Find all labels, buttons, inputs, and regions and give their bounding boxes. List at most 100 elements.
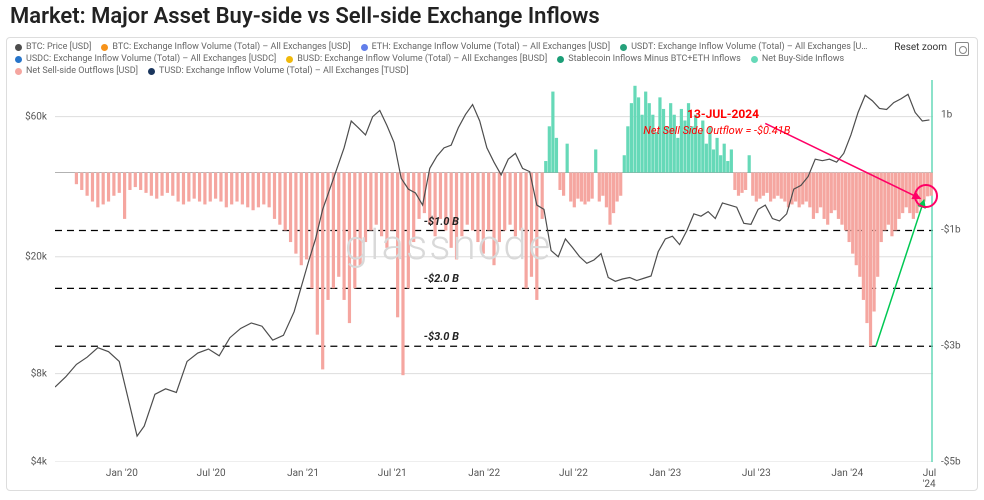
net-sell-bar (166, 173, 169, 193)
legend-label: BTC: Price [USD] (26, 42, 91, 52)
net-sell-bar (812, 173, 815, 219)
camera-icon[interactable] (955, 42, 969, 56)
net-sell-bar (214, 173, 217, 199)
reset-zoom-button[interactable]: Reset zoom (894, 42, 947, 53)
net-sell-bar (112, 173, 115, 196)
net-sell-bar (608, 173, 611, 225)
x-tick: Jul '23 (742, 468, 771, 479)
net-sell-bar (343, 173, 346, 300)
legend-item[interactable]: BTC: Exchange Inflow Volume (Total) – Al… (101, 42, 350, 52)
net-sell-bar (514, 173, 517, 237)
net-buy-bar (680, 109, 683, 173)
net-sell-bar (583, 173, 586, 205)
net-buy-bar (662, 109, 665, 173)
annotation-value: Net Sell Side Outflow = -$0.41B (643, 124, 790, 137)
legend-dot (620, 44, 627, 51)
legend-item[interactable]: Stablecoin Inflows Minus BTC+ETH Inflows (557, 54, 741, 64)
net-sell-bar (257, 173, 260, 208)
net-buy-bar (594, 149, 597, 172)
net-sell-bar (798, 173, 801, 208)
net-sell-bar (182, 173, 185, 205)
net-sell-bar (619, 173, 622, 196)
net-sell-bar (96, 173, 99, 208)
net-sell-bar (128, 173, 131, 190)
net-sell-bar (762, 173, 765, 196)
net-buy-bar (555, 138, 558, 173)
net-sell-bar (369, 173, 372, 231)
net-sell-bar (134, 173, 137, 187)
net-sell-bar (819, 173, 822, 208)
y-right-tick: 1b (941, 109, 952, 120)
net-sell-bar (391, 173, 394, 231)
net-buy-bar (623, 155, 626, 172)
net-buy-bar (712, 149, 715, 172)
legend-item[interactable]: Net Sell-side Outflows [USD] (15, 66, 138, 76)
net-sell-bar (601, 173, 604, 196)
net-sell-bar (801, 173, 804, 205)
legend-item[interactable]: USDT: Exchange Inflow Volume (Total) – A… (620, 42, 867, 52)
x-tick: Jul '24 (923, 468, 936, 490)
x-tick: Jan '21 (287, 468, 319, 479)
net-buy-bar (705, 144, 708, 173)
legend-item[interactable]: USDC: Exchange Inflow Volume (Total) – A… (15, 54, 276, 64)
net-sell-bar (569, 173, 572, 202)
net-sell-bar (751, 173, 754, 196)
legend-bar: BTC: Price [USD] BTC: Exchange Inflow Vol… (7, 38, 977, 80)
net-sell-bar (869, 173, 872, 347)
net-sell-bar (235, 173, 238, 202)
net-sell-bar (353, 173, 356, 289)
net-buy-bar (669, 103, 672, 172)
plot-area[interactable]: glassnode 13-JUL-2024 Net Sell Side Outf… (55, 80, 933, 462)
net-buy-bar (719, 155, 722, 172)
net-sell-bar (616, 173, 619, 202)
net-sell-bar (332, 173, 335, 289)
legend-dot (286, 56, 293, 63)
net-sell-bar (385, 173, 388, 248)
x-tick: Jul '22 (559, 468, 588, 479)
net-sell-bar (755, 173, 758, 202)
legend-item[interactable]: ETH: Exchange Inflow Volume (Total) – Al… (361, 42, 611, 52)
legend-item[interactable]: Net Buy-Side Inflows (751, 54, 844, 64)
net-sell-bar (284, 173, 287, 231)
net-sell-bar (905, 173, 908, 208)
net-sell-bar (321, 173, 324, 370)
net-buy-bar (748, 155, 751, 172)
legend-item[interactable]: BTC: Price [USD] (15, 42, 91, 52)
net-sell-bar (305, 173, 308, 260)
net-buy-bar (551, 92, 554, 173)
legend-label: BTC: Exchange Inflow Volume (Total) – Al… (112, 42, 350, 52)
net-sell-bar (833, 173, 836, 211)
net-sell-bar (562, 173, 565, 196)
net-sell-bar (855, 173, 858, 266)
ref-line-label: -$3.0 B (424, 330, 459, 343)
legend-dot (557, 56, 564, 63)
y-left-tick: $20k (25, 251, 47, 262)
net-sell-bar (758, 173, 761, 199)
net-sell-bar (476, 173, 479, 242)
net-sell-bar (155, 173, 158, 199)
legend-item[interactable]: TUSD: Exchange Inflow Volume (Total) – A… (148, 66, 408, 76)
legend-item[interactable]: BUSD: Exchange Inflow Volume (Total) – A… (286, 54, 547, 64)
net-sell-bar (246, 173, 249, 208)
y-axis-right: 1b-$1b-$3b-$5b (935, 80, 977, 462)
net-buy-bar (544, 161, 547, 173)
legend-label: ETH: Exchange Inflow Volume (Total) – Al… (372, 42, 611, 52)
net-sell-bar (880, 173, 883, 242)
net-sell-bar (844, 173, 847, 231)
net-sell-bar (118, 173, 121, 193)
net-sell-bar (364, 173, 367, 242)
net-sell-bar (471, 173, 474, 231)
net-buy-bar (630, 103, 633, 172)
legend-dot (15, 44, 22, 51)
net-sell-bar (316, 173, 319, 335)
net-sell-bar (487, 173, 490, 231)
x-tick: Jan '23 (649, 468, 681, 479)
net-sell-bar (273, 173, 276, 219)
net-sell-bar (150, 173, 153, 196)
net-buy-bar (633, 86, 636, 173)
net-sell-bar (605, 173, 608, 208)
y-axis-left: $4k$8k$20k$60k (7, 80, 53, 462)
net-sell-bar (310, 173, 313, 289)
net-sell-bar (890, 173, 893, 237)
net-sell-bar (251, 173, 254, 211)
